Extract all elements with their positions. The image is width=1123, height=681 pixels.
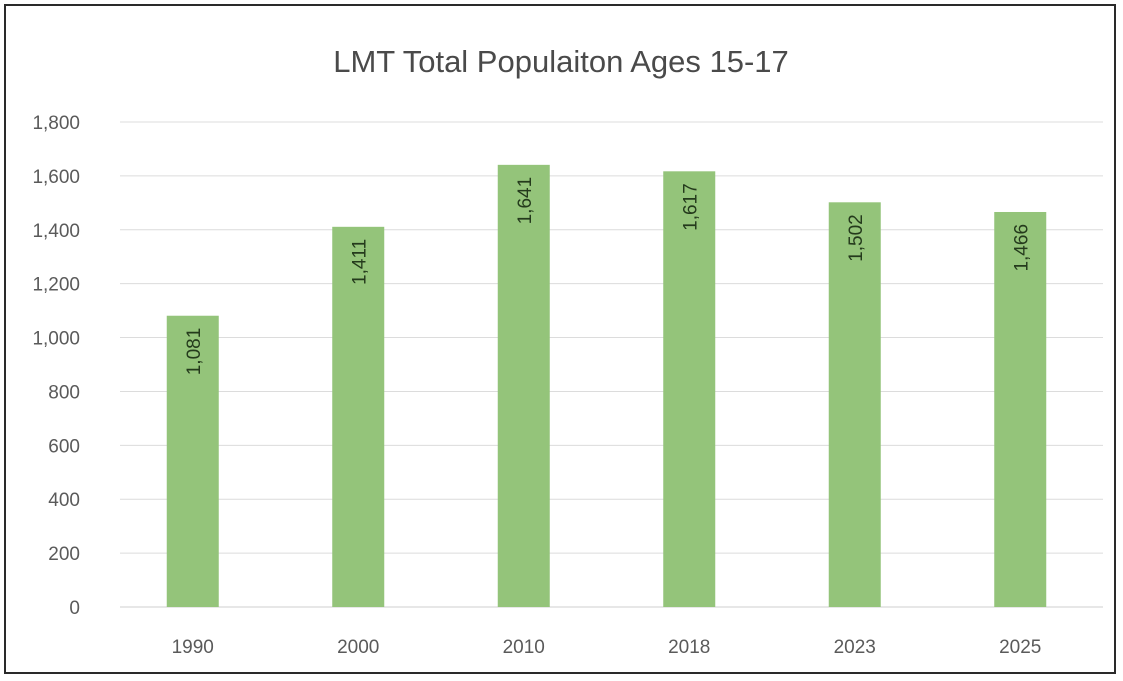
y-tick-label: 600 [48,436,80,457]
x-tick-label: 2023 [834,637,876,658]
bar [332,226,385,607]
x-tick-label: 2000 [337,637,379,658]
bar [166,315,219,607]
x-tick-label: 2018 [668,637,710,658]
data-label: 1,617 [680,183,701,231]
x-axis: 1990 2000 2010 2018 2023 2025 [172,637,1042,658]
y-tick-label: 400 [48,490,80,511]
y-tick-label: 1,600 [32,167,80,188]
data-label: 1,466 [1011,224,1032,272]
x-tick-label: 2025 [999,637,1041,658]
bars [166,164,1047,608]
bar [663,171,716,607]
gridlines [120,121,1103,608]
y-tick-label: 1,000 [32,329,80,350]
bar [994,211,1047,607]
data-labels: 1,081 1,411 1,641 1,617 1,502 1,466 [184,177,1033,375]
y-axis: 0 200 400 600 800 1,000 1,200 1,400 1,600 1,800 [32,113,80,619]
y-tick-label: 800 [48,382,80,403]
y-tick-label: 1,400 [32,221,80,242]
y-tick-label: 1,800 [32,113,80,134]
data-label: 1,641 [515,177,536,225]
y-tick-label: 200 [48,544,80,565]
y-tick-label: 0 [69,598,80,619]
data-label: 1,081 [184,328,205,376]
chart-title: LMT Total Populaiton Ages 15-17 [333,44,789,79]
data-label: 1,411 [349,239,370,285]
y-tick-label: 1,200 [32,275,80,296]
x-tick-label: 1990 [172,637,214,658]
data-label: 1,502 [846,214,867,262]
bar [497,164,550,607]
x-tick-label: 2010 [503,637,545,658]
bar [828,202,881,608]
